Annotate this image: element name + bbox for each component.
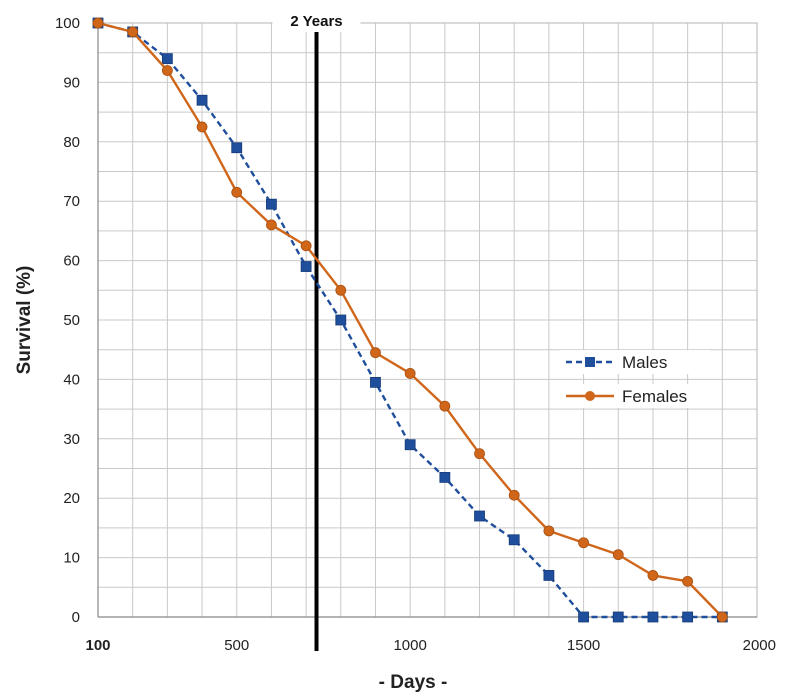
annotation-layer: 2 Years (272, 8, 361, 651)
annotation-label-bg (272, 8, 361, 32)
females-point (543, 525, 555, 537)
males-point (335, 314, 347, 326)
females-legend-label: Females (622, 387, 687, 406)
females-point (404, 368, 416, 379)
y-tick-label: 90 (63, 74, 80, 91)
males-point (612, 611, 624, 623)
y-tick-label: 60 (63, 253, 80, 270)
females-point (370, 347, 381, 359)
males-point (578, 611, 589, 623)
females-point (647, 570, 659, 581)
males-point (266, 198, 277, 210)
y-tick-label: 20 (63, 490, 80, 507)
males-point (682, 611, 694, 623)
males-point (439, 472, 451, 483)
males-point (196, 94, 208, 106)
females-point (196, 121, 208, 133)
males-point (404, 439, 416, 451)
males-point (647, 611, 659, 623)
females-point (716, 611, 728, 623)
males-point (231, 142, 243, 154)
two-years-label: 2 Years (290, 13, 342, 30)
females-point (92, 17, 104, 29)
females-point (578, 537, 589, 549)
y-axis-title: Survival (%) (14, 266, 35, 375)
females-point (300, 240, 312, 252)
y-tick-label: 10 (63, 550, 80, 567)
y-tick-label: 100 (55, 15, 80, 32)
y-tick-label: 70 (63, 193, 80, 210)
males-point (508, 534, 520, 546)
females-point (127, 26, 139, 38)
females-point (439, 400, 451, 412)
y-tick-label: 40 (63, 371, 80, 388)
series-layer (92, 17, 728, 623)
tick-labels: 0 10 20 30 40 50 60 70 80 90 100 100 500 1000 1500 2000 (55, 15, 776, 654)
males-legend-marker (585, 357, 595, 367)
males-legend-label: Males (622, 353, 667, 372)
legend: Males Females (560, 350, 710, 408)
males-point (474, 510, 485, 522)
y-tick-label: 0 (72, 609, 80, 626)
females-point (161, 65, 173, 76)
males-point (370, 376, 381, 388)
y-tick-label: 50 (63, 312, 80, 329)
y-tick-label: 80 (63, 134, 80, 151)
females-point (266, 219, 277, 231)
females-legend-marker (585, 391, 595, 401)
x-tick-label: 2000 (743, 637, 776, 654)
grid (98, 23, 757, 617)
x-tick-label: 1500 (567, 637, 600, 654)
x-tick-label: 1000 (393, 637, 426, 654)
x-tick-label: 500 (224, 637, 249, 654)
females-point (612, 549, 624, 561)
y-tick-label: 30 (63, 431, 80, 448)
females-point (231, 186, 243, 198)
females-point (335, 284, 347, 296)
males-point (300, 261, 312, 272)
males-point (543, 570, 555, 581)
females-point (474, 448, 485, 460)
females-point (682, 575, 694, 587)
males-point (161, 53, 173, 65)
x-tick-label: 100 (85, 637, 110, 654)
x-axis-title: - Days - (379, 672, 448, 693)
females-point (508, 489, 520, 501)
